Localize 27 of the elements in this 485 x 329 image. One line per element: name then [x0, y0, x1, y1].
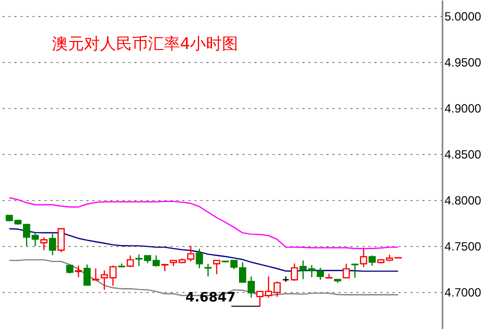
y-tick-label: 4.9500 [444, 56, 482, 70]
candlestick [204, 263, 212, 278]
candlestick [92, 268, 100, 282]
candlestick [126, 254, 134, 268]
candlestick [48, 233, 56, 256]
annotation: 4.6847 [186, 290, 236, 306]
candlestick [282, 276, 290, 282]
candlestick [290, 262, 298, 282]
y-tick-label: 4.7500 [444, 240, 482, 254]
y-tick-label: 4.8500 [444, 148, 482, 162]
y-tick-label: 4.7000 [444, 286, 482, 300]
candlestick [360, 248, 368, 268]
candlestick [213, 260, 220, 275]
candlestick [74, 264, 82, 278]
candlestick [83, 264, 91, 286]
candlestick [351, 263, 359, 278]
y-tick-label: 5.0000 [444, 10, 482, 24]
candlestick [342, 263, 350, 278]
candlestick [196, 248, 203, 269]
candlestick [161, 263, 168, 272]
y-tick-label: 4.9000 [444, 102, 482, 116]
line-series [8, 197, 399, 250]
candlestick [58, 228, 65, 253]
candlestick [368, 254, 376, 266]
text: 澳元对人民币汇率4小时图 [52, 34, 238, 53]
y-tick-label: 4.8000 [444, 194, 482, 208]
candlestick [40, 236, 48, 251]
